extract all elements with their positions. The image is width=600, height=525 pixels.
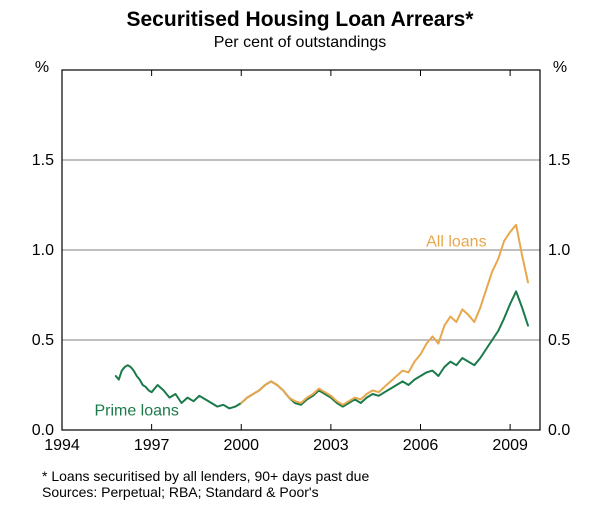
svg-text:1994: 1994 (44, 437, 80, 454)
svg-text:0.5: 0.5 (548, 332, 570, 349)
svg-text:1.5: 1.5 (32, 152, 54, 169)
chart-subtitle: Per cent of outstandings (0, 32, 600, 52)
footnote-text: * Loans securitised by all lenders, 90+ … (42, 468, 600, 484)
svg-text:%: % (35, 59, 49, 76)
svg-text:2003: 2003 (313, 437, 349, 454)
chart-title: Securitised Housing Loan Arrears* (0, 0, 600, 32)
svg-text:0.0: 0.0 (548, 422, 570, 439)
svg-text:1.0: 1.0 (32, 242, 54, 259)
svg-text:All loans: All loans (426, 233, 486, 250)
chart-footnote: * Loans securitised by all lenders, 90+ … (0, 462, 600, 500)
svg-text:2009: 2009 (492, 437, 528, 454)
chart-container: Securitised Housing Loan Arrears* Per ce… (0, 0, 600, 525)
sources-text: Sources: Perpetual; RBA; Standard & Poor… (42, 484, 600, 500)
svg-text:1997: 1997 (134, 437, 170, 454)
svg-text:0.5: 0.5 (32, 332, 54, 349)
svg-text:Prime loans: Prime loans (94, 403, 178, 420)
svg-text:%: % (553, 59, 567, 76)
svg-text:2006: 2006 (403, 437, 439, 454)
svg-text:2000: 2000 (223, 437, 259, 454)
svg-text:1.5: 1.5 (548, 152, 570, 169)
svg-text:1.0: 1.0 (548, 242, 570, 259)
chart-svg: 0.00.00.50.51.01.01.51.5%%19941997200020… (0, 52, 600, 462)
